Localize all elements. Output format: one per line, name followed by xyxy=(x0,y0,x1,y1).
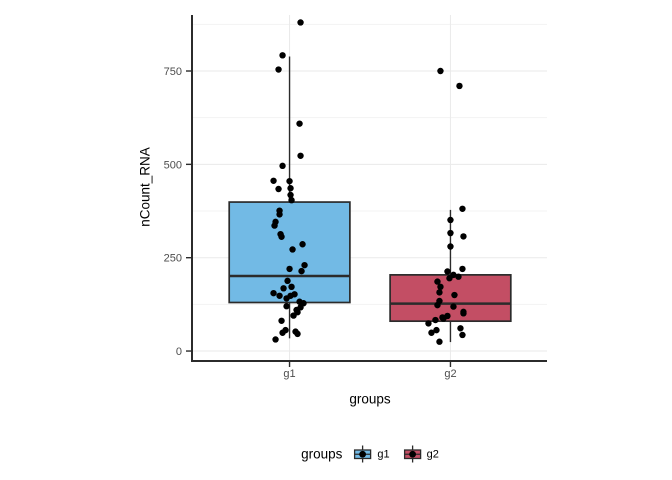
jitter-point-g1 xyxy=(270,289,277,297)
jitter-point-g2 xyxy=(455,273,462,280)
jitter-point-g1 xyxy=(289,246,296,253)
jitter-point-g2 xyxy=(459,205,466,212)
y-tick-label: 0 xyxy=(176,346,182,358)
jitter-point-g1 xyxy=(279,162,286,170)
jitter-point-g2 xyxy=(450,303,457,310)
jitter-point-g1 xyxy=(279,329,286,336)
jitter-point-g2 xyxy=(437,283,444,291)
jitter-point-g1 xyxy=(276,292,283,299)
jitter-point-g1 xyxy=(294,330,301,338)
jitter-point-g2 xyxy=(436,338,443,345)
legend-title: groups xyxy=(301,446,343,462)
jitter-point-g1 xyxy=(278,317,285,324)
jitter-point-g1 xyxy=(286,177,293,185)
jitter-point-g2 xyxy=(456,82,463,90)
jitter-point-g1 xyxy=(272,336,279,343)
x-axis-title: groups xyxy=(349,391,391,407)
x-tick-label: g1 xyxy=(283,368,295,380)
jitter-point-g1 xyxy=(290,312,297,319)
jitter-point-g1 xyxy=(284,277,291,285)
y-tick-label: 250 xyxy=(164,253,182,265)
jitter-point-g1 xyxy=(288,283,295,291)
jitter-point-g1 xyxy=(283,303,290,310)
legend-key-point xyxy=(408,450,416,458)
x-tick-label: g2 xyxy=(444,368,456,380)
jitter-point-g1 xyxy=(287,185,294,192)
y-tick-label: 750 xyxy=(164,66,182,78)
jitter-point-g1 xyxy=(296,120,303,127)
jitter-point-g1 xyxy=(278,233,285,240)
jitter-point-g2 xyxy=(425,320,432,327)
jitter-point-g1 xyxy=(280,285,287,292)
legend-key-g2-boxplot-icon xyxy=(403,445,421,463)
jitter-point-g2 xyxy=(459,331,466,339)
jitter-point-g1 xyxy=(301,261,308,269)
jitter-point-g2 xyxy=(433,326,440,334)
jitter-point-g2 xyxy=(437,67,444,75)
jitter-point-g2 xyxy=(434,301,441,309)
jitter-point-g2 xyxy=(428,329,435,336)
jitter-point-g1 xyxy=(279,52,286,59)
jitter-point-g2 xyxy=(460,310,467,317)
jitter-point-g1 xyxy=(270,177,277,184)
jitter-point-g1 xyxy=(283,295,290,302)
jitter-point-g2 xyxy=(457,325,464,332)
jitter-point-g2 xyxy=(447,243,454,250)
y-axis-title: nCount_RNA xyxy=(137,147,153,227)
legend-entry-g1: g1 xyxy=(353,445,390,464)
jitter-point-g1 xyxy=(291,291,298,298)
jitter-point-g2 xyxy=(459,265,466,273)
jitter-point-g1 xyxy=(287,191,294,199)
legend: groups g1 g2 xyxy=(301,445,439,464)
jitter-point-g2 xyxy=(444,268,451,275)
legend-key-point xyxy=(359,450,367,458)
jitter-point-g1 xyxy=(275,66,282,73)
jitter-point-g1 xyxy=(297,19,304,26)
legend-entry-label: g2 xyxy=(426,448,439,460)
jitter-point-g2 xyxy=(451,291,458,299)
jitter-point-g1 xyxy=(298,267,305,275)
jitter-point-g2 xyxy=(436,289,443,296)
legend-entries: g1 g2 xyxy=(353,445,439,464)
jitter-point-g2 xyxy=(446,275,453,282)
legend-entry-label: g1 xyxy=(377,448,390,460)
jitter-point-g1 xyxy=(297,152,304,159)
jitter-point-g1 xyxy=(288,196,295,204)
box-g2 xyxy=(389,274,512,323)
jitter-point-g1 xyxy=(299,241,306,248)
jitter-point-g1 xyxy=(286,265,293,273)
jitter-point-g2 xyxy=(432,316,439,324)
jitter-point-g1 xyxy=(275,185,282,193)
jitter-point-g2 xyxy=(447,216,454,224)
jitter-point-g2 xyxy=(460,233,467,240)
jitter-point-g2 xyxy=(447,229,454,237)
jitter-point-g1 xyxy=(271,222,278,229)
legend-entry-g2: g2 xyxy=(403,445,439,464)
jitter-point-g2 xyxy=(440,315,447,322)
legend-key-g1-boxplot-icon xyxy=(354,445,372,463)
y-tick-label: 500 xyxy=(164,159,182,171)
jitter-point-g2 xyxy=(434,278,441,285)
jitter-point-g1 xyxy=(276,211,283,218)
